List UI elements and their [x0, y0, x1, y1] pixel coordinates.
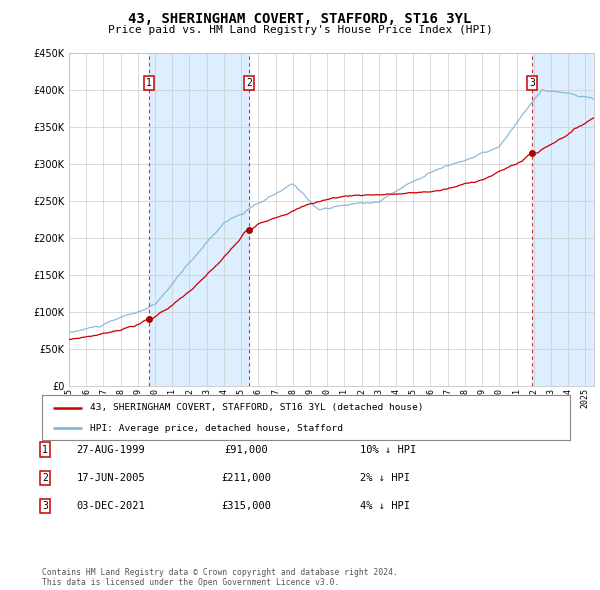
Text: 3: 3: [42, 502, 48, 511]
Bar: [149, 53, 249, 386]
Text: 2: 2: [246, 78, 252, 88]
Text: Contains HM Land Registry data © Crown copyright and database right 2024.
This d: Contains HM Land Registry data © Crown c…: [42, 568, 398, 587]
Bar: [532, 53, 594, 386]
Text: 3: 3: [529, 78, 535, 88]
Text: 03-DEC-2021: 03-DEC-2021: [77, 502, 145, 511]
Text: 2: 2: [42, 473, 48, 483]
Text: Price paid vs. HM Land Registry's House Price Index (HPI): Price paid vs. HM Land Registry's House …: [107, 25, 493, 35]
Text: £211,000: £211,000: [221, 473, 271, 483]
Text: £315,000: £315,000: [221, 502, 271, 511]
Text: 2% ↓ HPI: 2% ↓ HPI: [360, 473, 410, 483]
Text: 17-JUN-2005: 17-JUN-2005: [77, 473, 145, 483]
Text: 43, SHERINGHAM COVERT, STAFFORD, ST16 3YL (detached house): 43, SHERINGHAM COVERT, STAFFORD, ST16 3Y…: [89, 403, 423, 412]
Text: 4% ↓ HPI: 4% ↓ HPI: [360, 502, 410, 511]
Text: 1: 1: [42, 445, 48, 454]
Text: 1: 1: [146, 78, 152, 88]
Text: 27-AUG-1999: 27-AUG-1999: [77, 445, 145, 454]
Text: 10% ↓ HPI: 10% ↓ HPI: [360, 445, 416, 454]
Text: £91,000: £91,000: [224, 445, 268, 454]
Text: HPI: Average price, detached house, Stafford: HPI: Average price, detached house, Staf…: [89, 424, 343, 433]
Text: 43, SHERINGHAM COVERT, STAFFORD, ST16 3YL: 43, SHERINGHAM COVERT, STAFFORD, ST16 3Y…: [128, 12, 472, 26]
